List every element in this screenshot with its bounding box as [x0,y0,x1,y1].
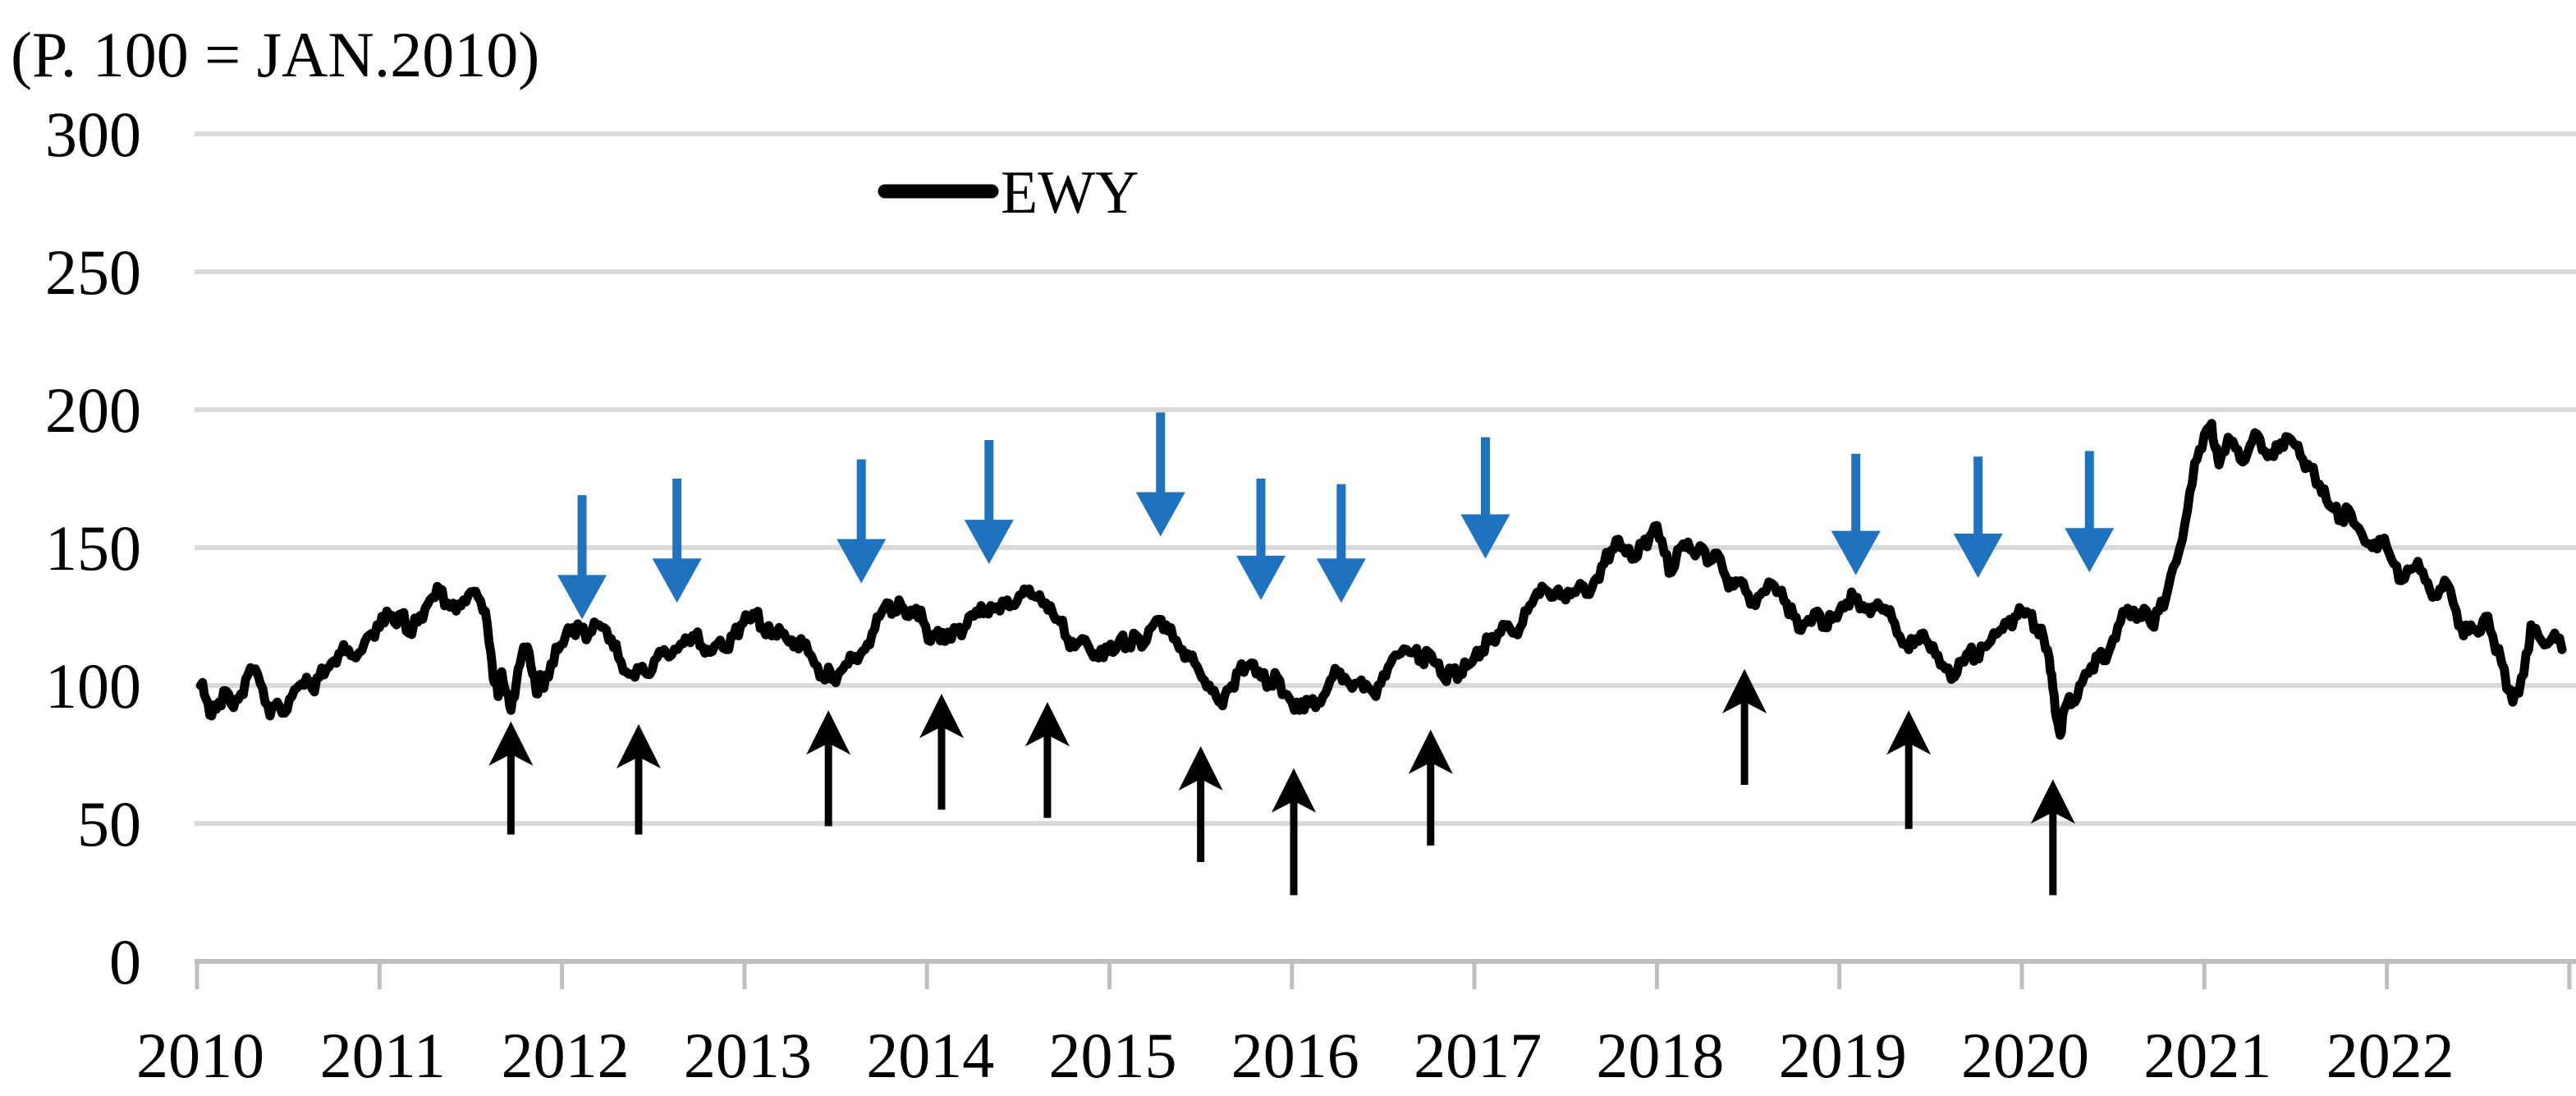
up-arrow-head [806,710,851,755]
x-tick-label-2019: 2019 [1779,1020,1907,1091]
x-tick-label-2018: 2018 [1596,1020,1724,1091]
ewy-series-line [195,419,2567,740]
up-arrow-head [1408,729,1453,774]
sell-signal-down-arrow-4 [964,439,1014,565]
up-arrow-head [1178,745,1223,791]
buy-signal-up-arrow-6 [1178,745,1223,863]
sell-signal-down-arrow-5 [1135,412,1185,537]
x-tick-label-2022: 2022 [2326,1020,2455,1091]
x-tick-label-2011: 2011 [320,1020,446,1091]
down-arrow-head [557,575,607,620]
buy-signal-up-arrow-11 [2030,779,2075,896]
y-tick-label-250: 250 [45,236,141,308]
x-tick-label-2016: 2016 [1231,1020,1359,1091]
down-arrow-head [1236,555,1286,600]
buy-signal-up-arrow-8 [1408,729,1453,846]
y-tick-label-300: 300 [45,99,141,170]
up-arrow-head [1272,768,1317,813]
down-arrow-head [1316,558,1366,603]
buy-signal-up-arrow-4 [919,694,964,810]
y-tick-label-50: 50 [77,788,141,860]
x-tick-label-2014: 2014 [866,1020,994,1091]
buy-signal-up-arrow-3 [806,710,851,827]
down-arrow-head [2065,528,2115,573]
down-arrow-head [1953,533,2003,578]
up-arrow-head [1722,668,1767,713]
down-arrow-head [1460,514,1510,559]
y-tick-label-150: 150 [45,512,141,584]
sell-signal-down-arrow-1 [557,495,607,620]
x-tick-label-2012: 2012 [502,1020,630,1091]
down-arrow-head [1831,530,1881,576]
x-tick-label-2021: 2021 [2143,1020,2271,1091]
sell-signal-down-arrow-10 [1953,456,2003,578]
sell-signal-down-arrow-6 [1236,479,1286,600]
buy-signal-up-arrow-5 [1024,702,1070,819]
buy-signal-up-arrow-2 [616,724,661,835]
up-arrow-head [919,694,964,739]
x-tick-label-2010: 2010 [136,1020,264,1091]
x-tick-label-2015: 2015 [1049,1020,1177,1091]
down-arrow-head [837,539,887,584]
buy-signal-up-arrow-10 [1886,710,1932,829]
down-arrow-head [652,558,702,603]
legend-label: EWY [1001,159,1139,227]
up-arrow-head [1024,702,1070,747]
buy-signal-up-arrow-9 [1722,668,1767,785]
buy-signal-up-arrow-7 [1272,768,1317,896]
up-arrow-head [1886,710,1932,755]
x-tick-label-2020: 2020 [1961,1020,2089,1091]
sell-signal-down-arrow-2 [652,479,702,603]
sell-signal-down-arrow-8 [1460,437,1510,559]
legend: EWY [878,159,1139,227]
annotation-arrow-layer [488,412,2115,896]
buy-signal-up-arrow-1 [488,721,534,835]
x-tick-label-2017: 2017 [1414,1020,1542,1091]
y-tick-label-200: 200 [45,374,141,446]
sell-signal-down-arrow-9 [1831,453,1881,576]
gridline-layer [195,131,2576,826]
axis-layer: 0 50 100 150 200 250 300 2010 2011 2012 2013 2014 20… [45,99,2576,1091]
down-arrow-head [964,520,1014,565]
chart-title: (P. 100 = JAN.2010) [11,19,539,90]
up-arrow-head [616,724,661,769]
down-arrow-head [1135,492,1185,537]
up-arrow-head [2030,779,2075,824]
sell-signal-down-arrow-11 [2065,451,2115,573]
series-layer [195,419,2567,740]
x-tick-label-2013: 2013 [684,1020,812,1091]
y-tick-label-0: 0 [109,926,141,997]
up-arrow-head [488,721,534,766]
y-tick-label-100: 100 [45,650,141,722]
sell-signal-down-arrow-7 [1316,484,1366,603]
sell-signal-down-arrow-3 [837,459,887,584]
